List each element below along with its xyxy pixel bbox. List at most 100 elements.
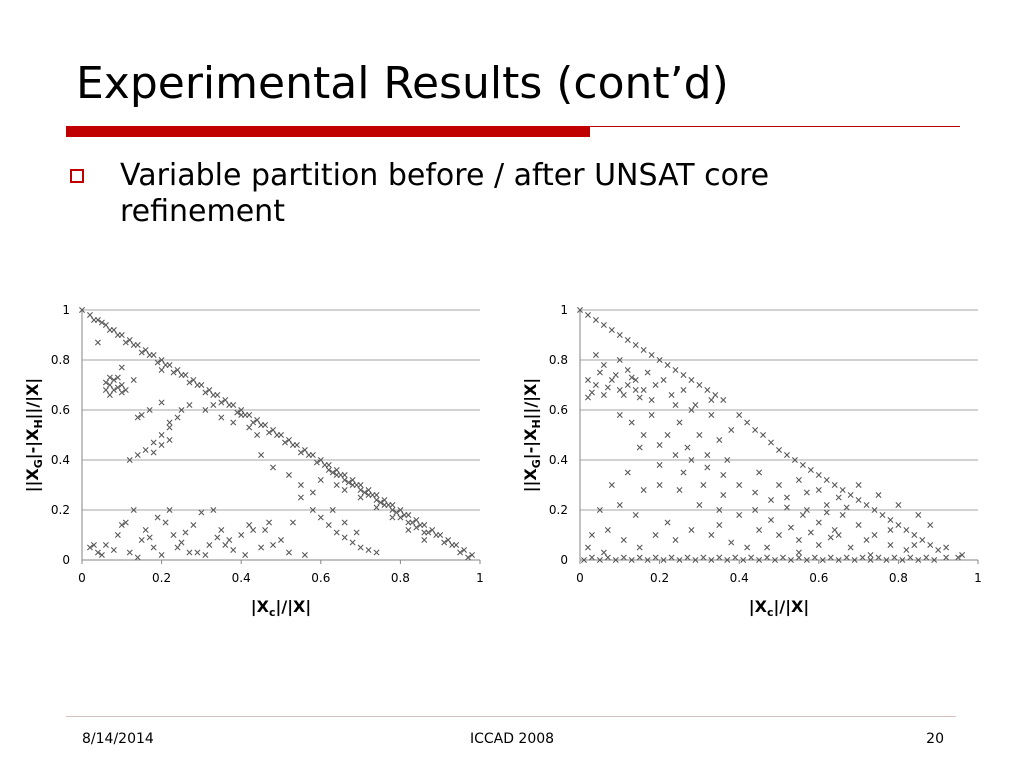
data-point — [791, 457, 798, 463]
data-point — [588, 389, 595, 396]
data-point — [628, 419, 635, 426]
data-point — [867, 557, 874, 563]
data-point — [186, 379, 193, 386]
data-point — [911, 542, 918, 548]
data-point — [728, 427, 735, 433]
y-tick-label: 0.2 — [549, 503, 568, 517]
data-point — [377, 499, 384, 506]
data-point — [879, 512, 886, 518]
data-point — [246, 424, 253, 431]
data-point — [110, 387, 117, 393]
data-point — [584, 312, 591, 318]
scatter-plot-svg: 0 0.2 0.4 0.6 0.8 1 0 0.2 0.4 0.6 0.8 1 |Xc|/|X| ||XG… — [23, 303, 484, 619]
data-point — [708, 412, 715, 418]
data-point — [756, 557, 763, 563]
data-point — [130, 342, 137, 348]
data-point — [835, 557, 842, 563]
data-point — [297, 482, 304, 488]
data-point — [692, 402, 699, 408]
data-point — [202, 389, 209, 396]
data-point — [827, 554, 834, 561]
data-point — [126, 549, 133, 556]
data-point — [664, 519, 671, 526]
data-point — [624, 367, 631, 373]
data-point — [676, 487, 683, 493]
x-tick-label: 1 — [974, 571, 982, 585]
data-point — [779, 554, 786, 561]
data-point — [134, 554, 141, 561]
data-point — [226, 402, 233, 408]
data-point — [756, 469, 763, 476]
data-point — [708, 557, 715, 563]
data-point — [210, 402, 217, 408]
x-tick-label: 0.2 — [650, 571, 669, 585]
data-point — [592, 317, 599, 323]
data-point — [752, 427, 759, 433]
data-point — [764, 554, 771, 561]
data-point — [827, 534, 834, 541]
data-point — [106, 327, 113, 333]
data-point — [640, 487, 647, 493]
data-point — [604, 384, 611, 391]
data-point — [158, 357, 165, 363]
data-point — [720, 397, 727, 403]
x-tick-label: 0.2 — [152, 571, 171, 585]
data-point — [238, 412, 245, 418]
data-point — [787, 557, 794, 563]
data-point — [803, 489, 810, 496]
data-point — [764, 544, 771, 551]
data-point — [652, 554, 659, 561]
data-point — [262, 527, 269, 533]
data-point — [373, 497, 380, 503]
data-point — [118, 389, 125, 396]
data-point — [923, 554, 930, 561]
data-point — [863, 537, 870, 543]
data-point — [186, 549, 193, 556]
data-point — [417, 522, 424, 528]
data-point — [230, 547, 237, 553]
data-point — [943, 554, 950, 561]
data-point — [636, 554, 643, 561]
y-tick-label: 0.6 — [549, 403, 568, 417]
data-point — [214, 534, 221, 541]
data-point — [592, 382, 599, 388]
data-point — [680, 387, 687, 393]
data-point — [413, 524, 420, 531]
data-point — [823, 477, 830, 483]
data-point — [258, 544, 265, 551]
data-point — [776, 482, 782, 488]
data-point — [716, 437, 723, 443]
data-point — [783, 452, 790, 458]
data-point — [250, 419, 257, 426]
data-point — [668, 554, 675, 561]
data-point — [891, 554, 898, 561]
slide-title: Experimental Results (cont’d) — [76, 58, 729, 109]
data-point — [381, 502, 388, 508]
data-point — [740, 557, 747, 563]
data-point — [106, 392, 113, 398]
y-tick-label: 1 — [560, 303, 568, 317]
data-point — [795, 549, 802, 556]
data-point — [748, 554, 755, 561]
data-point — [433, 532, 440, 538]
data-point — [776, 447, 782, 453]
data-point — [114, 374, 121, 381]
data-point — [413, 517, 420, 523]
data-point — [449, 542, 456, 548]
data-point — [636, 394, 643, 401]
data-point — [297, 449, 304, 456]
data-point — [98, 552, 105, 558]
title-underline-thick — [66, 126, 590, 137]
data-point — [772, 557, 779, 563]
scatter-plot-svg: 0 0.2 0.4 0.6 0.8 1 0 0.2 0.4 0.6 0.8 1 |Xc|/|X| ||XG… — [521, 303, 982, 619]
data-point — [632, 512, 639, 518]
data-point — [297, 494, 304, 501]
x-tick-label: 0.4 — [232, 571, 251, 585]
data-point — [656, 442, 663, 448]
data-point — [357, 544, 364, 551]
scatter-chart-after: 0 0.2 0.4 0.6 0.8 1 0 0.2 0.4 0.6 0.8 1 |Xc|/|X| ||XG… — [516, 298, 994, 628]
data-point — [373, 504, 380, 511]
data-point — [134, 414, 141, 421]
data-point — [281, 439, 288, 446]
data-point — [106, 374, 113, 381]
